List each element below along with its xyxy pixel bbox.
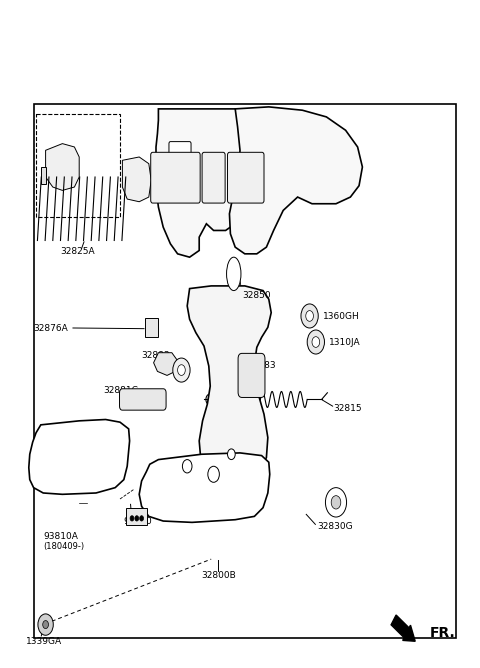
Circle shape bbox=[208, 466, 219, 482]
Text: 32830G: 32830G bbox=[317, 522, 352, 531]
Circle shape bbox=[306, 311, 313, 321]
Text: 1310JA: 1310JA bbox=[329, 337, 361, 347]
Circle shape bbox=[140, 516, 144, 521]
Polygon shape bbox=[29, 420, 130, 494]
Text: FR.: FR. bbox=[430, 627, 456, 640]
Polygon shape bbox=[156, 109, 252, 257]
Circle shape bbox=[228, 449, 235, 460]
Text: 32815: 32815 bbox=[334, 404, 362, 413]
Polygon shape bbox=[41, 167, 46, 184]
Bar bbox=[126, 508, 147, 525]
Polygon shape bbox=[139, 453, 270, 522]
FancyBboxPatch shape bbox=[228, 152, 264, 203]
Text: 93810A: 93810A bbox=[43, 532, 78, 541]
Text: 32800B: 32800B bbox=[202, 571, 236, 580]
Circle shape bbox=[43, 621, 48, 629]
Bar bbox=[34, 104, 456, 638]
FancyBboxPatch shape bbox=[238, 353, 265, 397]
Text: 32876A: 32876A bbox=[34, 324, 68, 333]
Text: 32850: 32850 bbox=[242, 291, 271, 300]
Circle shape bbox=[182, 460, 192, 473]
Polygon shape bbox=[154, 353, 178, 375]
Text: (180409-): (180409-) bbox=[43, 542, 84, 551]
Text: 1360GH: 1360GH bbox=[323, 312, 360, 321]
Circle shape bbox=[331, 496, 341, 509]
Text: 1339GA: 1339GA bbox=[26, 637, 62, 646]
Circle shape bbox=[178, 365, 185, 375]
FancyArrow shape bbox=[391, 615, 415, 641]
FancyBboxPatch shape bbox=[151, 152, 200, 203]
Ellipse shape bbox=[227, 257, 241, 291]
Text: 32883: 32883 bbox=[142, 351, 170, 360]
FancyBboxPatch shape bbox=[169, 142, 191, 158]
Circle shape bbox=[130, 516, 134, 521]
Circle shape bbox=[38, 614, 53, 635]
Polygon shape bbox=[229, 107, 362, 254]
Text: 32883: 32883 bbox=[247, 361, 276, 370]
Text: 32825A: 32825A bbox=[60, 247, 95, 257]
Circle shape bbox=[312, 337, 320, 347]
Text: 93810: 93810 bbox=[124, 516, 153, 526]
Circle shape bbox=[307, 330, 324, 354]
Circle shape bbox=[325, 488, 347, 517]
Text: 32881C: 32881C bbox=[103, 386, 138, 395]
Bar bbox=[145, 318, 158, 337]
Circle shape bbox=[173, 358, 190, 382]
Circle shape bbox=[135, 516, 139, 521]
FancyBboxPatch shape bbox=[202, 152, 225, 203]
Polygon shape bbox=[122, 157, 151, 202]
FancyBboxPatch shape bbox=[120, 389, 166, 410]
Circle shape bbox=[301, 304, 318, 328]
Polygon shape bbox=[46, 144, 79, 190]
Polygon shape bbox=[187, 286, 271, 482]
FancyBboxPatch shape bbox=[169, 160, 191, 176]
